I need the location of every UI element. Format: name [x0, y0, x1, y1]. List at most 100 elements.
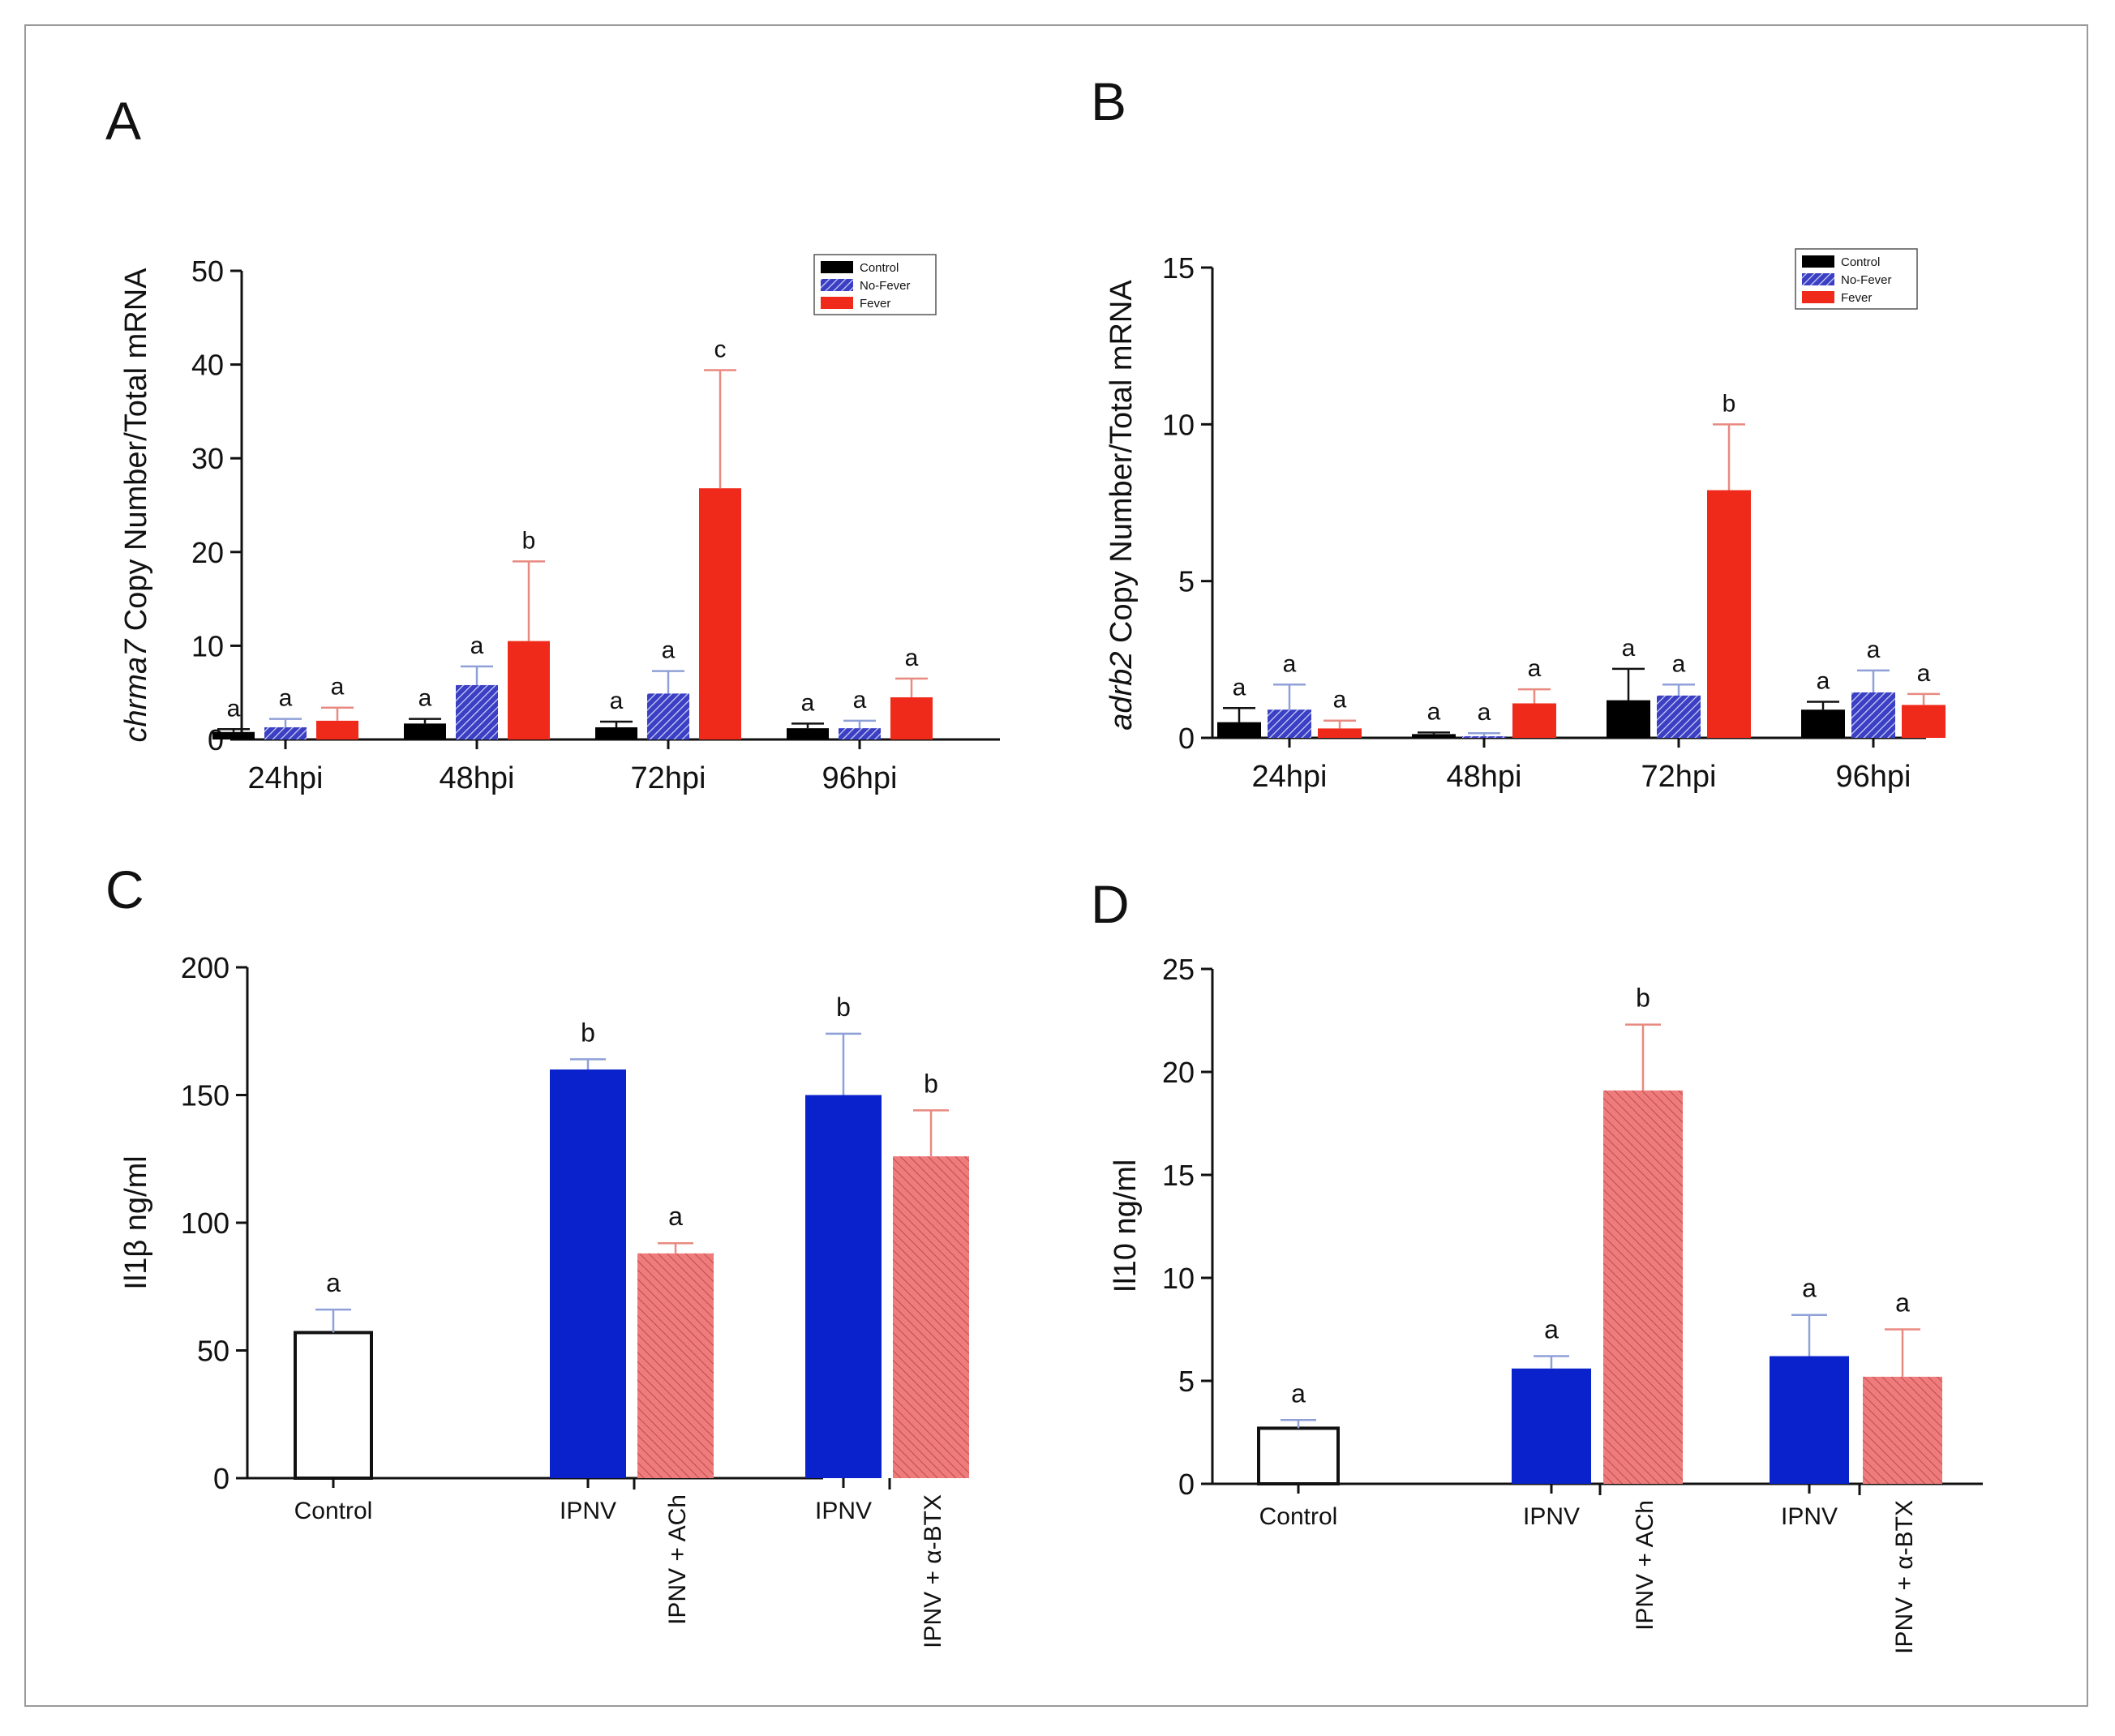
significance-letter: a	[853, 687, 867, 714]
significance-letter: a	[1291, 1378, 1306, 1408]
x-tick-label: 48hpi	[1447, 760, 1522, 794]
y-tick-label: 10	[1162, 408, 1195, 441]
y-tick-label: 40	[191, 349, 224, 382]
significance-letter: a	[326, 1268, 341, 1297]
significance-letter: a	[279, 685, 293, 712]
bar-no-fever-24hpi	[1268, 709, 1311, 738]
x-tick-label: Control	[1259, 1503, 1338, 1530]
y-axis-title: Il1β ng/ml	[119, 1155, 153, 1289]
bar-no-fever-96hpi	[1851, 692, 1895, 738]
bar-ipnv-3	[805, 1095, 882, 1478]
legend-entry: Control	[860, 261, 899, 275]
significance-letter: a	[801, 689, 815, 716]
significance-letter: a	[905, 645, 919, 671]
y-tick-label: 100	[181, 1207, 230, 1240]
legend-entry: No-Fever	[860, 279, 911, 293]
x-tick-label: IPNV + α-BTX	[920, 1494, 946, 1648]
bar-fever-24hpi	[1318, 728, 1362, 738]
x-tick-label: 24hpi	[248, 761, 324, 795]
significance-letter: c	[714, 336, 727, 363]
panel-d: D Il10 ng/ml 0 5 10 15 20 25 a Control a IPNV b IPNV …	[1091, 874, 1983, 1654]
y-tick-label: 30	[191, 442, 224, 475]
figure-frame	[24, 24, 2088, 1707]
x-tick-label: IPNV	[1523, 1503, 1580, 1530]
significance-letter: a	[331, 674, 345, 701]
y-tick-label: 0	[208, 723, 224, 757]
y-tick-label: 150	[181, 1079, 230, 1112]
significance-letter: a	[1283, 650, 1297, 677]
x-tick-label: 72hpi	[631, 761, 706, 795]
bar-no-fever-96hpi	[839, 728, 881, 739]
significance-letter: a	[1802, 1274, 1817, 1303]
x-tick-label: IPNV	[1781, 1503, 1838, 1530]
y-tick-label: 5	[1178, 565, 1195, 598]
significance-letter: a	[1622, 635, 1636, 662]
legend: Control No-Fever Fever	[1795, 248, 1918, 310]
y-tick-label: 20	[191, 536, 224, 569]
legend-swatch-fever	[821, 297, 853, 309]
bar-ipnv-btx-4	[893, 1156, 969, 1478]
bar-fever-48hpi	[1512, 703, 1556, 738]
y-axis-title-gene: chrma7	[119, 638, 153, 743]
bar-ipnv-1	[550, 1069, 626, 1478]
significance-letter: b	[581, 1018, 595, 1047]
x-tick-label: IPNV	[815, 1498, 872, 1524]
bar-no-fever-72hpi	[647, 693, 689, 739]
y-axis-title: adrb2 Copy Number/Total mRNA	[1105, 280, 1139, 731]
significance-letter: b	[1722, 390, 1736, 417]
y-tick-label: 0	[1178, 722, 1195, 755]
significance-letter: a	[668, 1202, 683, 1231]
legend-swatch-control	[1802, 255, 1834, 268]
x-tick-label: 24hpi	[1252, 760, 1328, 794]
x-tick-label: 96hpi	[822, 761, 898, 795]
y-tick-label: 50	[197, 1335, 230, 1368]
significance-letter: a	[1895, 1288, 1910, 1318]
legend-swatch-fever	[1802, 291, 1834, 303]
panel-label: C	[105, 859, 144, 919]
y-tick-label: 5	[1178, 1365, 1195, 1398]
panel-label: B	[1091, 71, 1126, 131]
bar-control-96hpi	[787, 728, 829, 739]
y-tick-label: 10	[1162, 1262, 1195, 1295]
significance-letter: b	[522, 527, 536, 554]
x-tick-label: IPNV	[560, 1498, 616, 1524]
bar-fever-96hpi	[1902, 705, 1946, 738]
bar-control-24hpi	[212, 731, 255, 739]
x-tick-label: 72hpi	[1641, 760, 1717, 794]
legend-entry: No-Fever	[1841, 273, 1892, 287]
bar-fever-48hpi	[508, 641, 550, 739]
legend-entry: Fever	[860, 297, 890, 311]
bar-ipnv-3	[1770, 1356, 1849, 1484]
bar-no-fever-72hpi	[1657, 695, 1701, 738]
panel-label: D	[1091, 874, 1130, 934]
y-axis-title: Il10 ng/ml	[1109, 1159, 1143, 1293]
y-tick-label: 200	[181, 951, 230, 984]
significance-letter: a	[1672, 650, 1686, 677]
y-tick-label: 50	[191, 255, 224, 288]
bar-control-72hpi	[1607, 700, 1650, 738]
bar-control-48hpi	[404, 723, 446, 739]
panel-c: C Il1β ng/ml 0 50 100 150 200 a Control b IPNV a IPN…	[105, 859, 969, 1648]
significance-letter: b	[836, 992, 851, 1022]
y-tick-label: 25	[1162, 953, 1195, 986]
y-tick-label: 15	[1162, 251, 1195, 285]
legend-entry: Fever	[1841, 291, 1872, 305]
x-tick-label: 48hpi	[440, 761, 515, 795]
bar-fever-72hpi	[699, 488, 741, 739]
significance-letter: a	[1817, 668, 1830, 695]
bar-no-fever-48hpi	[456, 684, 498, 739]
bar-ipnv-ach-2	[637, 1253, 714, 1478]
significance-letter: a	[662, 637, 676, 664]
bar-ipnv-btx-4	[1863, 1376, 1942, 1484]
bar-control-48hpi	[1412, 734, 1456, 738]
significance-letter: a	[1427, 698, 1441, 725]
y-axis-title: chrma7 Copy Number/Total mRNA	[119, 268, 153, 743]
significance-letter: a	[1478, 699, 1491, 726]
y-tick-label: 20	[1162, 1056, 1195, 1089]
bar-no-fever-48hpi	[1462, 736, 1506, 738]
legend-entry: Control	[1841, 255, 1880, 269]
significance-letter: a	[610, 688, 624, 714]
